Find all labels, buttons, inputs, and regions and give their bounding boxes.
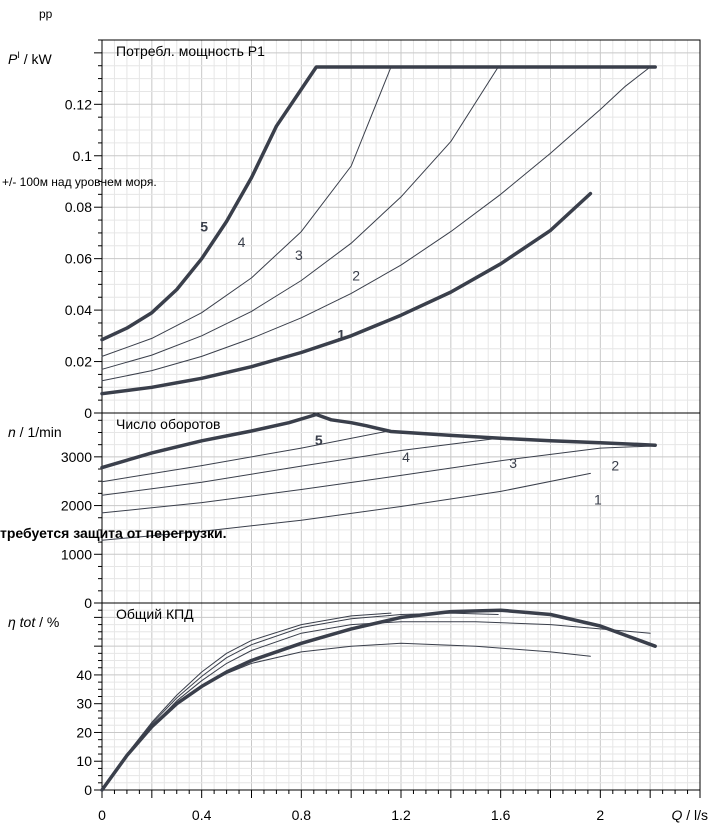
panel-title-efficiency: Общий КПД: [116, 606, 194, 622]
series-line-speed-5: [100, 412, 657, 470]
y-tick-label: 40: [76, 667, 92, 683]
series-line-power-5: [100, 65, 657, 342]
overload-warning: требуется защита от перегрузки.: [0, 525, 227, 541]
x-tick-label: 2: [596, 807, 604, 823]
chart-frame: [94, 39, 701, 798]
x-tick-label: 1.2: [391, 807, 411, 823]
y-tick-label: 0.12: [65, 96, 92, 112]
series-line-power-3: [101, 66, 499, 370]
series-line-power-4: [101, 66, 392, 357]
y-tick-label: 0.02: [65, 354, 92, 370]
x-tick-label: 0: [98, 807, 106, 823]
x-axis-label: Q / l/s: [671, 807, 708, 823]
y-tick-label: 0: [84, 782, 92, 798]
series-label-speed-4: 4: [402, 449, 410, 465]
grid: [101, 39, 701, 791]
y-tick-label: 0: [84, 405, 92, 421]
series-line-speed-2: [101, 445, 651, 514]
series-line-speed-1: [101, 472, 591, 541]
series-label-speed-5: 5: [315, 432, 323, 448]
series-line-power-1: [100, 191, 593, 396]
y-tick-label: 0.1: [73, 148, 93, 164]
y-axis-label-speed: n / 1/min: [8, 424, 62, 440]
x-tick-label: 0.8: [292, 807, 312, 823]
series-label-power-5: 5: [200, 219, 208, 235]
series-label-speed-1: 1: [594, 492, 602, 508]
panel-title-power: Потребл. мощность P1: [116, 43, 265, 59]
y-tick-label: 30: [76, 696, 92, 712]
y-tick-label: 10: [76, 753, 92, 769]
x-tick-label: 1.6: [491, 807, 511, 823]
series-lines: [100, 65, 657, 792]
chart-labels: 0 0.02 0.04 0.06 0.08 0.1 0.12 Потребл. мощност…: [8, 43, 708, 823]
y-tick-label: 0.06: [65, 251, 92, 267]
series-label-speed-3: 3: [509, 455, 517, 471]
series-line-speed-4: [101, 430, 392, 483]
y-tick-label: 2000: [61, 498, 92, 514]
y-tick-label: 0.04: [65, 302, 92, 318]
corner-label: pp: [39, 7, 53, 21]
panel-title-speed: Число оборотов: [116, 416, 221, 432]
series-line-power-2: [101, 66, 651, 382]
y-axis-label-power: PI / kW: [8, 50, 53, 67]
y-tick-label: 20: [76, 724, 92, 740]
series-label-power-4: 4: [238, 234, 246, 250]
series-line-efficiency-5: [100, 608, 657, 792]
y-tick-label: 0.08: [65, 199, 92, 215]
x-tick-label: 0.4: [192, 807, 212, 823]
series-label-power-3: 3: [295, 247, 303, 263]
y-tick-label: 3000: [61, 449, 92, 465]
series-line-speed-3: [101, 437, 499, 496]
y-tick-label: 1000: [61, 546, 92, 562]
series-label-speed-2: 2: [611, 458, 619, 474]
y-tick-label: 0: [84, 595, 92, 611]
series-label-power-2: 2: [352, 267, 360, 283]
y-axis-label-efficiency: η tot / %: [8, 614, 59, 630]
altitude-note: +/- 100м над уровнем моря.: [2, 175, 157, 189]
series-label-power-1: 1: [337, 327, 345, 343]
series-line-efficiency-4: [101, 612, 392, 791]
